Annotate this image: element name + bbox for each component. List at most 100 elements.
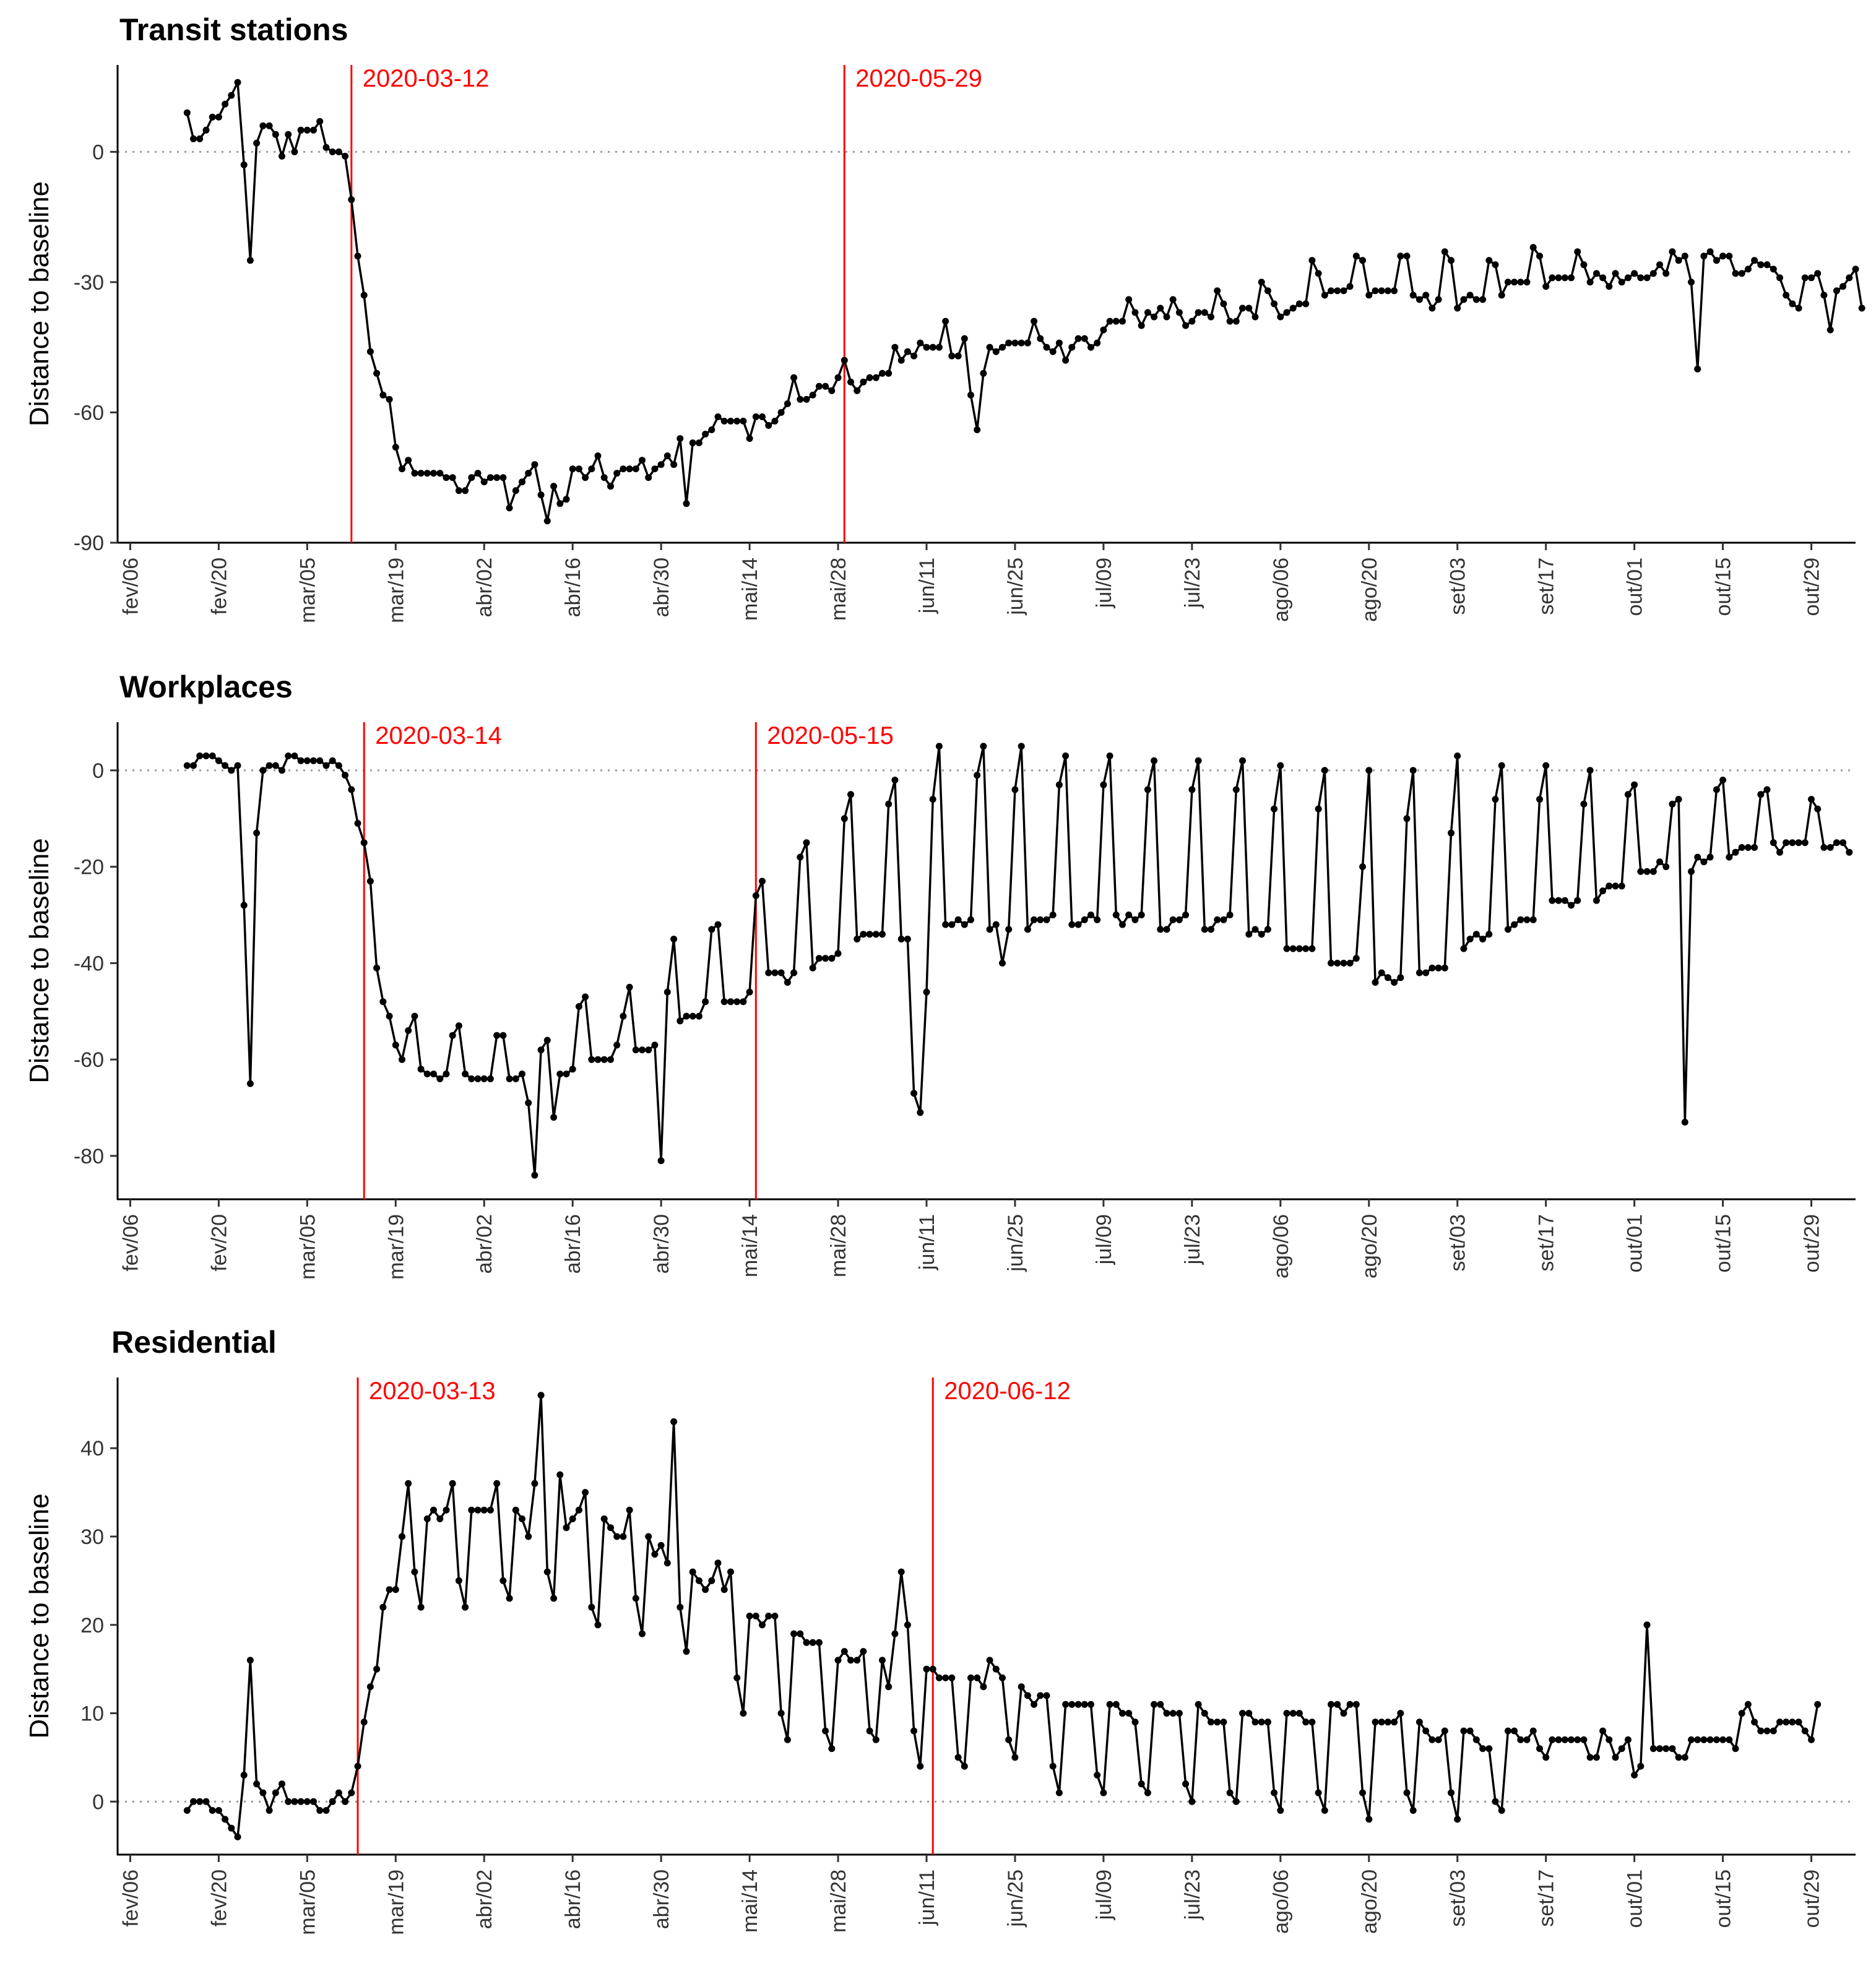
- data-point: [1485, 257, 1493, 264]
- data-point: [588, 1056, 595, 1063]
- data-point: [1858, 304, 1865, 312]
- y-axis-label: Distance to baseline: [24, 1493, 54, 1738]
- event-line-label: 2020-06-12: [944, 1377, 1071, 1405]
- data-point: [443, 474, 450, 481]
- x-tick-label: out/01: [1623, 1214, 1647, 1273]
- data-point: [1125, 296, 1133, 303]
- data-point: [1586, 767, 1594, 774]
- data-point: [1593, 897, 1600, 904]
- y-tick-label: -90: [74, 532, 104, 555]
- y-tick-label: 0: [92, 140, 104, 164]
- data-point: [379, 998, 387, 1006]
- data-point: [310, 757, 317, 764]
- data-point: [525, 1099, 532, 1106]
- data-point: [1346, 283, 1354, 290]
- data-point: [1776, 848, 1783, 856]
- data-point: [1656, 1745, 1663, 1753]
- data-point: [797, 395, 804, 403]
- data-point: [1024, 926, 1031, 933]
- data-point: [436, 1075, 444, 1082]
- data-point: [1005, 339, 1013, 347]
- data-point: [1112, 1701, 1120, 1708]
- data-point: [683, 1012, 690, 1020]
- data-point: [727, 1568, 734, 1576]
- data-point: [600, 1515, 608, 1522]
- data-point: [929, 1665, 936, 1673]
- data-point: [866, 374, 873, 381]
- data-point: [1618, 882, 1625, 890]
- data-point: [803, 839, 810, 847]
- x-tick-label: ago/06: [1269, 558, 1293, 622]
- data-point: [1378, 969, 1385, 977]
- data-point: [285, 1798, 292, 1805]
- data-point: [1783, 291, 1790, 299]
- x-tick-label: jun/25: [1004, 1214, 1027, 1272]
- data-point: [354, 820, 361, 827]
- data-point: [1043, 343, 1050, 351]
- data-point: [1441, 248, 1448, 256]
- data-point: [992, 1665, 1000, 1673]
- data-point: [1479, 1745, 1487, 1753]
- data-point: [1466, 291, 1474, 299]
- data-point: [1359, 863, 1366, 871]
- data-point: [1542, 1754, 1550, 1761]
- data-point: [279, 152, 285, 160]
- data-point: [645, 1046, 652, 1054]
- y-axis-label: Distance to baseline: [24, 838, 54, 1083]
- data-point: [670, 936, 678, 942]
- data-point: [499, 474, 507, 481]
- data-point: [222, 1816, 229, 1823]
- x-tick-label: jun/11: [915, 1869, 939, 1926]
- data-point: [670, 1418, 678, 1425]
- data-point: [449, 1032, 456, 1039]
- data-point: [563, 1071, 570, 1077]
- data-point: [392, 1041, 399, 1049]
- data-point: [613, 1533, 621, 1540]
- data-point: [1138, 1780, 1145, 1788]
- data-point: [1504, 278, 1511, 286]
- data-point: [531, 1480, 538, 1487]
- data-point: [1744, 844, 1752, 851]
- data-point: [1732, 270, 1739, 277]
- data-point: [676, 1017, 684, 1025]
- data-point: [1119, 1710, 1126, 1717]
- data-point: [834, 374, 842, 381]
- data-point: [1612, 270, 1619, 277]
- data-point: [790, 969, 798, 977]
- event-line-label: 2020-03-13: [369, 1377, 496, 1405]
- data-point: [746, 988, 753, 996]
- x-tick-label: jul/09: [1092, 558, 1116, 608]
- data-point: [228, 767, 235, 774]
- data-point: [645, 474, 652, 481]
- data-point: [1334, 959, 1341, 967]
- data-point: [537, 1392, 545, 1399]
- data-point: [455, 1022, 462, 1030]
- data-point: [468, 474, 475, 481]
- data-point: [449, 1480, 456, 1487]
- data-point: [1694, 853, 1701, 861]
- data-point: [1719, 252, 1727, 260]
- data-point: [519, 1071, 525, 1077]
- data-point: [948, 921, 956, 928]
- x-tick-label: set/17: [1535, 1214, 1558, 1272]
- data-point: [1151, 313, 1158, 321]
- x-tick-label: out/15: [1712, 1869, 1736, 1928]
- data-point: [1498, 1807, 1505, 1814]
- data-point: [373, 964, 381, 972]
- data-point: [348, 786, 355, 793]
- data-point: [714, 1559, 722, 1567]
- data-point: [923, 1665, 930, 1673]
- data-point: [1037, 335, 1044, 342]
- data-point: [897, 936, 905, 942]
- data-point: [1195, 309, 1202, 316]
- data-point: [1251, 926, 1259, 933]
- data-point: [815, 1639, 823, 1646]
- data-point: [1220, 916, 1227, 923]
- data-point: [266, 122, 273, 129]
- x-tick-label: fev/20: [207, 1869, 231, 1927]
- data-point: [423, 1515, 431, 1522]
- data-point: [1726, 252, 1733, 260]
- data-point: [891, 777, 899, 783]
- data-point: [1492, 261, 1499, 269]
- data-point: [1542, 762, 1550, 769]
